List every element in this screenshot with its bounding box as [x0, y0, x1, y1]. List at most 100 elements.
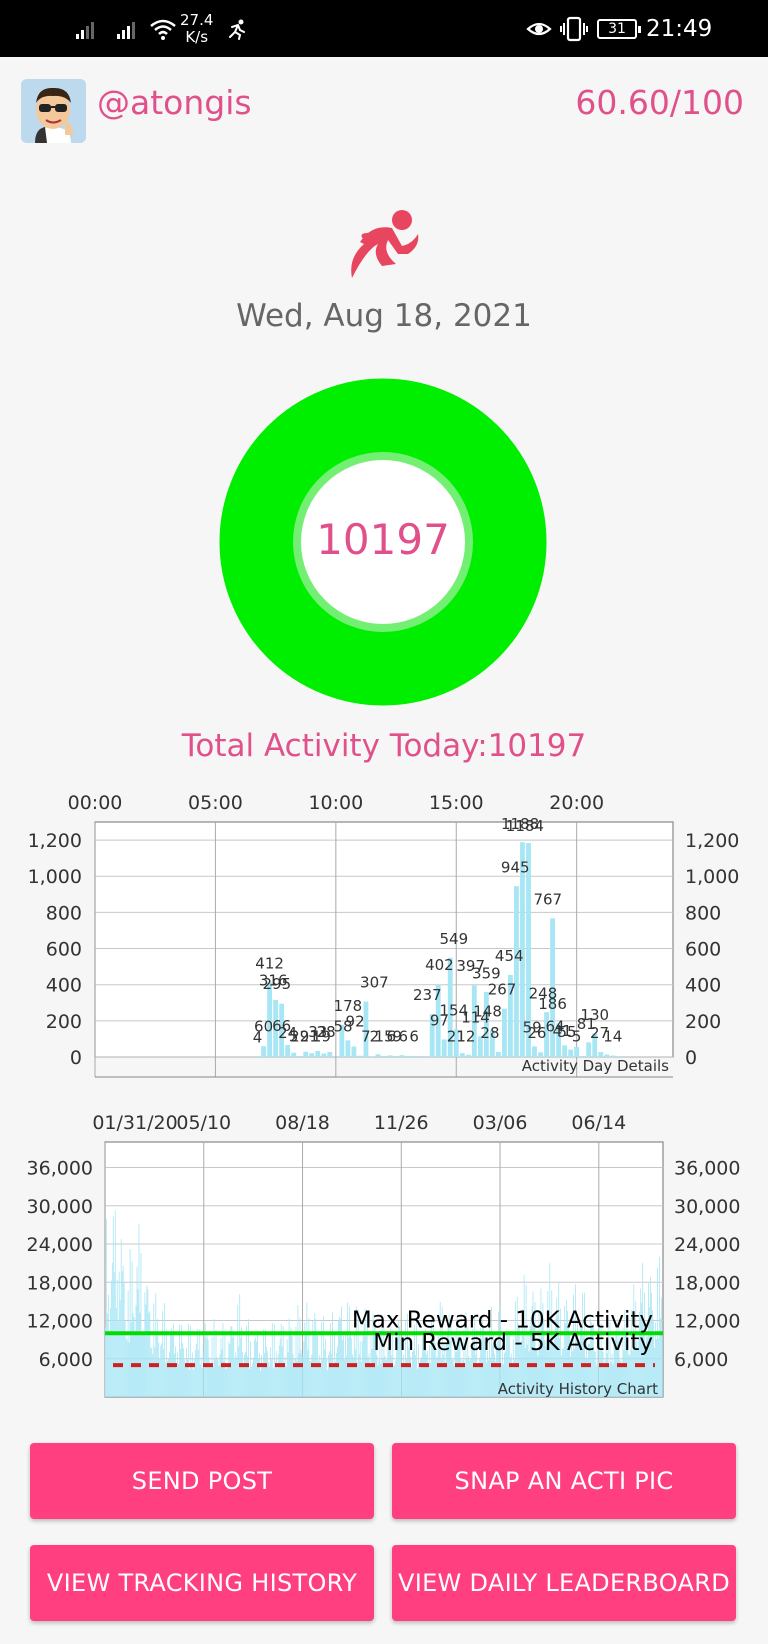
history-chart-bar	[499, 1346, 500, 1397]
history-chart-bar	[251, 1366, 252, 1397]
history-chart-bar	[327, 1370, 329, 1397]
history-chart-bar	[435, 1357, 437, 1397]
history-chart-bar	[154, 1347, 156, 1397]
view-daily-leaderboard-button[interactable]: VIEW DAILY LEADERBOARD	[392, 1545, 736, 1621]
history-chart-bar	[171, 1328, 172, 1397]
send-post-button[interactable]: SEND POST	[30, 1443, 374, 1519]
history-chart-bar	[111, 1262, 113, 1397]
day-chart-x-tick-label: 05:00	[188, 792, 243, 814]
history-chart-bar	[344, 1335, 346, 1397]
history-chart-bar	[636, 1341, 638, 1397]
history-chart-bar	[141, 1334, 143, 1397]
day-chart-bar	[598, 1052, 604, 1057]
history-chart-bar	[525, 1284, 527, 1397]
history-chart-bar	[378, 1359, 380, 1397]
history-chart-bar	[193, 1359, 195, 1397]
history-chart-bar	[195, 1343, 197, 1397]
day-chart-y-tick-label-left: 800	[46, 902, 82, 924]
day-chart-bar	[477, 1036, 483, 1057]
history-chart-bar	[168, 1358, 169, 1397]
history-chart-bar	[455, 1352, 457, 1397]
history-chart-bar	[129, 1249, 131, 1397]
history-chart-bar	[348, 1306, 350, 1397]
history-chart-y-tick-label-right: 18,000	[674, 1272, 740, 1294]
history-chart-bar	[556, 1298, 558, 1397]
history-chart-bar	[547, 1291, 549, 1397]
history-chart-bar	[538, 1312, 540, 1397]
history-chart-bar	[662, 1332, 663, 1397]
history-chart-bar	[153, 1303, 155, 1397]
avatar[interactable]	[21, 79, 86, 143]
history-chart-bar	[500, 1305, 501, 1397]
running-icon	[342, 206, 426, 282]
day-chart-data-label: 1184	[506, 817, 544, 835]
day-chart-bar	[339, 1024, 345, 1057]
day-chart-bar	[586, 1042, 592, 1057]
history-chart-bar	[253, 1357, 254, 1397]
snap-pic-button[interactable]: SNAP AN ACTI PIC	[392, 1443, 736, 1519]
day-chart-bar	[550, 918, 555, 1057]
day-chart-bar	[568, 1049, 574, 1057]
history-chart-bar	[369, 1363, 371, 1397]
history-chart-bar	[555, 1318, 557, 1397]
history-chart-bar	[507, 1336, 509, 1397]
history-chart-bar	[483, 1326, 485, 1397]
history-chart-bar	[166, 1329, 168, 1397]
history-chart-bar	[312, 1321, 314, 1397]
history-chart-bar	[545, 1346, 547, 1397]
vibrate-icon	[560, 0, 588, 57]
history-chart-bar	[358, 1354, 360, 1397]
history-chart-bar	[259, 1353, 260, 1397]
history-chart-bar	[201, 1368, 203, 1397]
history-chart-bar	[432, 1316, 434, 1397]
clock: 21:49	[646, 0, 712, 57]
history-chart-bar	[421, 1356, 422, 1397]
history-chart-bar	[457, 1337, 459, 1397]
history-chart-bar	[173, 1323, 174, 1397]
history-chart-bar	[133, 1317, 135, 1397]
history-chart-bar	[330, 1323, 331, 1397]
history-chart-bar	[167, 1360, 169, 1397]
history-chart-bar	[503, 1352, 505, 1397]
history-chart-bar	[410, 1356, 411, 1397]
history-chart-bar	[240, 1337, 242, 1397]
history-chart-bar	[139, 1312, 141, 1397]
history-chart-bar	[215, 1330, 217, 1397]
history-chart-bar	[485, 1341, 487, 1397]
username[interactable]: @atongis	[97, 83, 252, 122]
history-chart-bar	[241, 1327, 243, 1397]
history-chart-bar	[279, 1338, 281, 1397]
network-speed-value: 27.4	[180, 10, 214, 29]
history-chart-bar	[401, 1340, 403, 1397]
history-chart-bar	[637, 1348, 639, 1397]
history-chart-bar	[598, 1316, 600, 1397]
total-activity-label: Total Activity Today:10197	[181, 728, 587, 764]
history-chart-bar	[264, 1352, 265, 1397]
day-chart-data-label: 33	[308, 1023, 327, 1041]
history-chart-bar	[634, 1346, 636, 1397]
history-chart-bar	[184, 1359, 185, 1397]
history-chart-bar	[602, 1351, 604, 1397]
history-chart-bar	[406, 1359, 408, 1397]
history-chart-bar	[182, 1342, 183, 1397]
history-chart-bar	[398, 1321, 400, 1397]
history-chart-bar	[158, 1342, 160, 1397]
history-chart-bar	[606, 1353, 608, 1397]
history-chart-bar	[589, 1318, 591, 1397]
history-chart-y-tick-label-right: 24,000	[674, 1234, 740, 1256]
day-chart-data-label: 15	[374, 1028, 393, 1046]
history-chart-bar	[233, 1333, 235, 1397]
history-chart-bar	[140, 1253, 142, 1397]
history-chart-bar	[591, 1325, 593, 1397]
history-chart-bar	[321, 1321, 323, 1397]
history-chart-bar	[631, 1309, 633, 1397]
history-chart-bar	[504, 1351, 506, 1397]
history-chart-bar	[296, 1361, 298, 1397]
view-tracking-history-button[interactable]: VIEW TRACKING HISTORY	[30, 1545, 374, 1621]
day-chart-x-tick-label: 15:00	[429, 792, 484, 814]
day-chart-data-label: 454	[495, 947, 524, 965]
history-chart-bar	[217, 1360, 219, 1397]
history-chart-bar	[124, 1320, 126, 1397]
day-chart-data-label: 58	[334, 1018, 353, 1036]
history-chart-bar	[601, 1347, 603, 1397]
